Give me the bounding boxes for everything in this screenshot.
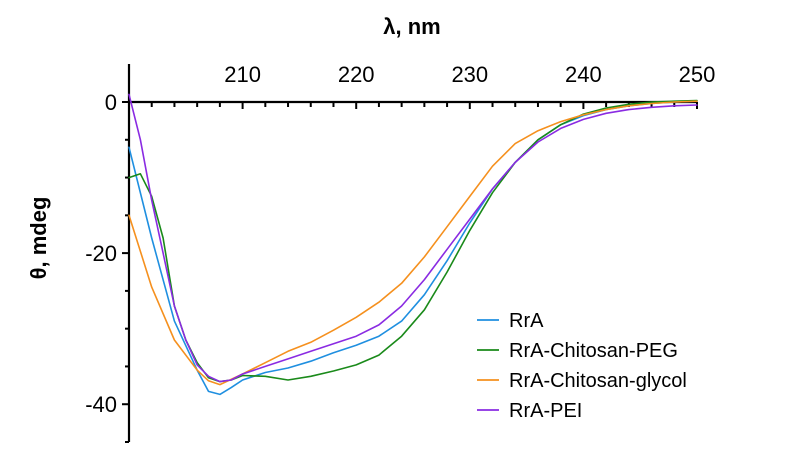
x-tick-label: 250 (679, 62, 716, 87)
axes: 210 220 230 240 250 0 -20 -40 (85, 62, 716, 443)
series-line-3 (128, 100, 698, 386)
x-tick-label: 210 (224, 62, 261, 87)
y-tick-label: -40 (85, 392, 117, 417)
x-tick-label: 220 (338, 62, 375, 87)
y-axis-title: θ, mdeg (26, 197, 51, 280)
legend-label: RrA-Chitosan-glycol (509, 370, 687, 392)
legend-label: RrA (509, 310, 544, 332)
x-tick-label: 230 (451, 62, 488, 87)
x-tick-label: 240 (565, 62, 602, 87)
series-line-4 (128, 93, 698, 383)
x-axis-title: λ, nm (383, 14, 440, 39)
y-tick-label: -20 (85, 241, 117, 266)
legend-label: RrA-Chitosan-PEG (509, 340, 678, 362)
legend-label: RrA-PEI (509, 400, 582, 422)
legend: RrA RrA-Chitosan-PEG RrA-Chitosan-glycol Rr… (477, 310, 687, 422)
y-tick-label: 0 (105, 90, 117, 115)
series-layer (128, 93, 698, 396)
